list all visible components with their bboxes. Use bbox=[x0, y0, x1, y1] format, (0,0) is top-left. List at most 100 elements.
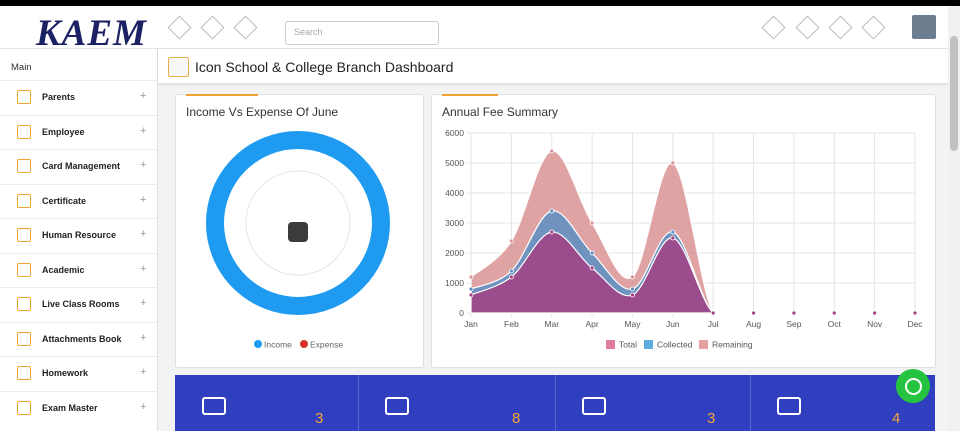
x-tick-label: Mar bbox=[544, 319, 559, 329]
page-title: Icon School & College Branch Dashboard bbox=[195, 59, 454, 75]
y-tick-label: 0 bbox=[459, 308, 464, 318]
point bbox=[508, 268, 514, 274]
point bbox=[670, 160, 676, 166]
sidebar-item[interactable]: Human Resource + bbox=[0, 218, 157, 253]
stat-icon bbox=[582, 397, 606, 415]
legend-marker bbox=[644, 340, 653, 349]
point bbox=[589, 250, 595, 256]
card-title: Income Vs Expense Of June bbox=[186, 105, 338, 119]
legend-label: Total bbox=[619, 340, 637, 350]
inner-ring bbox=[245, 170, 351, 276]
point bbox=[589, 220, 595, 226]
sidebar-item[interactable]: Certificate + bbox=[0, 183, 157, 219]
sidebar-item[interactable]: Academic + bbox=[0, 252, 157, 288]
y-tick-label: 4000 bbox=[445, 188, 464, 198]
point bbox=[912, 310, 918, 316]
legend-label: Expense bbox=[310, 340, 343, 350]
sidebar-item[interactable]: Exam Master + bbox=[0, 390, 157, 426]
point bbox=[670, 229, 676, 235]
x-tick-label: Aug bbox=[746, 319, 761, 329]
home-icon[interactable] bbox=[168, 57, 189, 77]
search-placeholder: Search bbox=[294, 27, 323, 37]
x-tick-label: Feb bbox=[504, 319, 519, 329]
sidebar-label: Homework bbox=[42, 368, 89, 378]
point bbox=[468, 286, 474, 292]
point bbox=[831, 310, 837, 316]
point bbox=[468, 274, 474, 280]
sidebar-label: Card Management bbox=[42, 161, 121, 171]
point bbox=[549, 208, 555, 214]
sidebar-label: Academic bbox=[42, 264, 85, 275]
sidebar-label: Certificate bbox=[42, 195, 87, 206]
sidebar-item[interactable]: Homework + bbox=[0, 356, 157, 391]
stat-divider bbox=[555, 375, 556, 431]
point bbox=[549, 148, 555, 154]
x-tick-label: Sep bbox=[786, 319, 801, 329]
sidebar-label: Exam Master bbox=[42, 402, 98, 413]
point bbox=[508, 274, 514, 280]
legend-label: Income bbox=[264, 340, 292, 350]
scrollbar[interactable] bbox=[948, 6, 960, 431]
x-tick-label: Oct bbox=[828, 319, 842, 329]
legend-label: Remaining bbox=[712, 340, 753, 350]
doughnut-segment bbox=[206, 131, 390, 315]
sidebar-item[interactable]: Parents + bbox=[0, 80, 157, 115]
avatar[interactable] bbox=[912, 15, 936, 39]
stat-divider bbox=[750, 375, 751, 431]
x-tick-label: Jul bbox=[708, 319, 719, 329]
sidebar-label: Live Class Rooms bbox=[42, 299, 120, 309]
x-tick-label: Jan bbox=[464, 319, 478, 329]
breadcrumb: Icon School & College Branch Dashboard bbox=[158, 49, 948, 83]
point bbox=[589, 265, 595, 271]
point bbox=[630, 286, 635, 292]
point bbox=[508, 238, 514, 244]
point bbox=[710, 310, 716, 316]
sidebar-item[interactable]: Employee + bbox=[0, 114, 157, 150]
logo[interactable]: KAEM bbox=[36, 13, 147, 54]
sidebar-label: Human Resource bbox=[42, 230, 117, 240]
legend-marker bbox=[606, 340, 615, 349]
x-tick-label: Jun bbox=[666, 319, 680, 329]
x-tick-label: Apr bbox=[585, 319, 598, 329]
sidebar-label: Parents bbox=[42, 92, 76, 102]
whatsapp-button[interactable] bbox=[896, 369, 930, 403]
sidebar bbox=[0, 49, 158, 431]
point bbox=[670, 235, 676, 241]
stat-value: 3 bbox=[315, 410, 324, 427]
legend-marker bbox=[254, 340, 262, 348]
top-bar bbox=[0, 0, 960, 6]
header: KAEM Search bbox=[0, 6, 948, 54]
legend-marker bbox=[699, 340, 708, 349]
y-tick-label: 1000 bbox=[445, 278, 464, 288]
center-logo bbox=[288, 222, 308, 242]
stat-icon bbox=[385, 397, 409, 415]
stat-value: 3 bbox=[707, 410, 716, 427]
point bbox=[468, 292, 474, 298]
sidebar-label: Attachments Book bbox=[42, 333, 122, 344]
card-title: Annual Fee Summary bbox=[442, 105, 558, 119]
stat-icon bbox=[202, 397, 226, 415]
search-input[interactable]: Search bbox=[285, 21, 439, 45]
point bbox=[791, 310, 797, 316]
x-tick-label: Dec bbox=[907, 319, 923, 329]
sidebar-label: Employee bbox=[42, 126, 85, 137]
sidebar-item[interactable]: Attachments Book + bbox=[0, 321, 157, 357]
stat-icon bbox=[777, 397, 801, 415]
y-tick-label: 5000 bbox=[445, 158, 464, 168]
y-tick-label: 2000 bbox=[445, 248, 464, 258]
stat-value: 8 bbox=[512, 410, 521, 427]
point bbox=[549, 229, 555, 235]
legend-label: Collected bbox=[657, 340, 693, 350]
sidebar-item[interactable]: Live Class Rooms + bbox=[0, 287, 157, 322]
stat-value: 4 bbox=[892, 410, 901, 427]
sidebar-item[interactable]: Card Management + bbox=[0, 149, 157, 184]
sidebar-section: Main bbox=[11, 62, 32, 73]
x-tick-label: May bbox=[624, 319, 641, 329]
x-tick-label: Nov bbox=[867, 319, 883, 329]
legend-marker bbox=[300, 340, 308, 348]
point bbox=[872, 310, 878, 316]
point bbox=[630, 274, 635, 280]
point bbox=[630, 292, 635, 298]
